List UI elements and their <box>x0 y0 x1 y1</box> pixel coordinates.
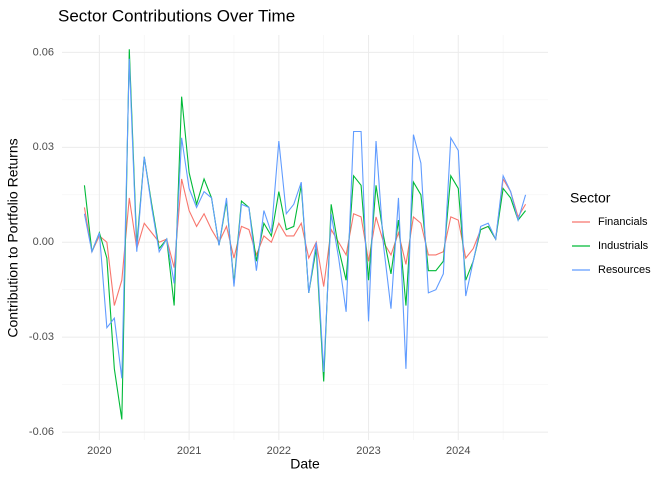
legend-label: Industrials <box>598 240 649 252</box>
x-tick-label: 2023 <box>356 445 380 457</box>
y-tick-label: 0.03 <box>33 141 54 153</box>
x-tick-label: 2022 <box>267 445 291 457</box>
y-tick-label: 0.06 <box>33 46 54 58</box>
x-axis-label: Date <box>290 456 320 472</box>
y-tick-label: -0.03 <box>29 331 54 343</box>
legend-label: Financials <box>598 216 648 228</box>
x-tick-label: 2024 <box>446 445 470 457</box>
y-tick-label: 0.00 <box>33 236 54 248</box>
legend-title: Sector <box>570 190 611 206</box>
series-line <box>83 58 527 379</box>
legend-label: Resources <box>598 264 651 276</box>
y-tick-label: -0.06 <box>29 426 54 438</box>
chart-title: Sector Contributions Over Time <box>58 6 295 25</box>
x-tick-label: 2020 <box>87 445 111 457</box>
x-tick-label: 2021 <box>177 445 201 457</box>
y-axis-label: Contribution to Portfolio Returns <box>5 138 21 337</box>
